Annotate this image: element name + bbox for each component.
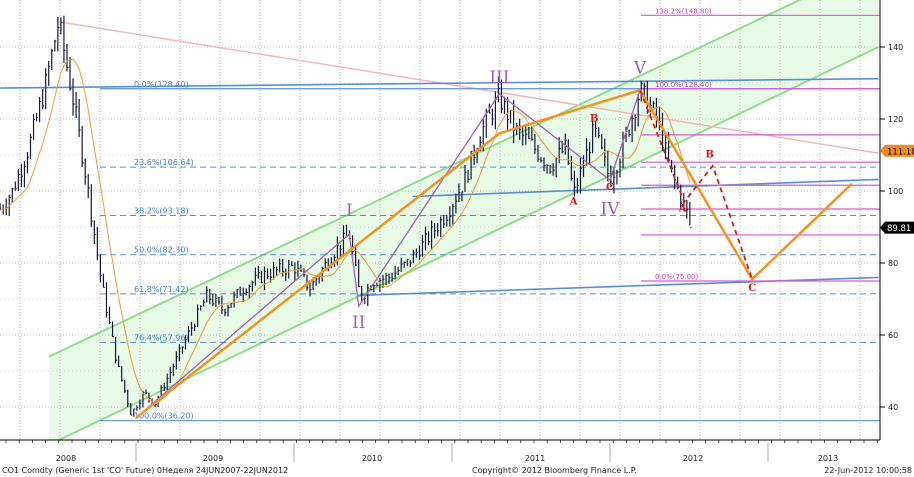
plot-area: 0.0%(128.40) 23.6%(106.64) 38.2%(93.18) 50.… [0, 0, 880, 440]
wave-label-purple: IV [601, 199, 621, 219]
wave-label-red: A [569, 196, 578, 207]
timestamp: 22-Jun-2012 10:00:58 [824, 466, 912, 475]
blue-trend-line [357, 276, 879, 297]
x-tick-2008: 2008 [55, 454, 77, 463]
wave-label-red: B [705, 150, 713, 161]
wave-label-red: C [606, 182, 614, 193]
fib-level-label: 23.6%(106.64) [134, 158, 194, 167]
y-tick-label: 120 [888, 115, 903, 124]
fib-level-label: 50.0%(82.30) [134, 246, 189, 255]
y-tick-label: 80 [888, 259, 898, 268]
x-tick-2011: 2011 [524, 454, 546, 463]
copyright: Copyright© 2012 Bloomberg Finance L.P. [472, 466, 637, 475]
ticker-description: CO1 Comdty (Generic 1st 'CO' Future) 0Не… [2, 466, 289, 475]
wave-label-red: B [590, 114, 598, 125]
last-price-badge [880, 221, 914, 234]
x-tick-2010: 2010 [361, 454, 383, 463]
blue-trend-line [412, 178, 879, 198]
red-dashed-projection [639, 89, 754, 280]
wave-label-purple: III [489, 68, 509, 88]
fib-ext-label: 100.0%(128.40) [655, 81, 712, 89]
fib-level-label: 61.8%(71.42) [134, 285, 189, 294]
x-tick-2013: 2013 [817, 454, 839, 463]
y-tick-label: 60 [888, 331, 898, 340]
blue-trend-line [0, 77, 879, 89]
pink-trend-line [58, 21, 879, 154]
fib-ext-label: 0.0%(75.00) [655, 273, 699, 281]
wave-label-red: C [748, 283, 756, 294]
x-tick-2009: 2009 [202, 454, 224, 463]
fib-level-label: 38.2%(93.18) [134, 207, 189, 216]
wave-label-purple: V [633, 58, 647, 78]
wave-label-red: A [678, 204, 687, 215]
fib-level-label: 0.0%(128.40) [134, 80, 189, 89]
y-tick-label: 40 [888, 403, 898, 412]
last-price-badge-label: 89.81 [887, 224, 911, 234]
fib-level-label: 76.4%(57.96) [134, 333, 189, 342]
y-tick-label: 100 [888, 187, 903, 196]
channel-upper-line [48, 0, 803, 358]
wave-label-purple: I [346, 201, 353, 221]
moving-average-line [0, 58, 691, 404]
last-price-badge [880, 144, 914, 157]
fib-ext-label: 138.2%(148.80) [655, 7, 712, 15]
elliott-wave-line [135, 89, 641, 419]
fib-level-label: 100.0%(36.20) [134, 412, 194, 421]
x-tick-2012: 2012 [682, 454, 704, 463]
channel-fill [49, 0, 879, 440]
last-price-badge-label: 111.18 [887, 147, 914, 157]
wave-label-purple: II [352, 313, 365, 333]
y-tick-label: 140 [888, 43, 903, 52]
price-chart: 0.0%(128.40) 23.6%(106.64) 38.2%(93.18) 50.… [0, 0, 914, 462]
